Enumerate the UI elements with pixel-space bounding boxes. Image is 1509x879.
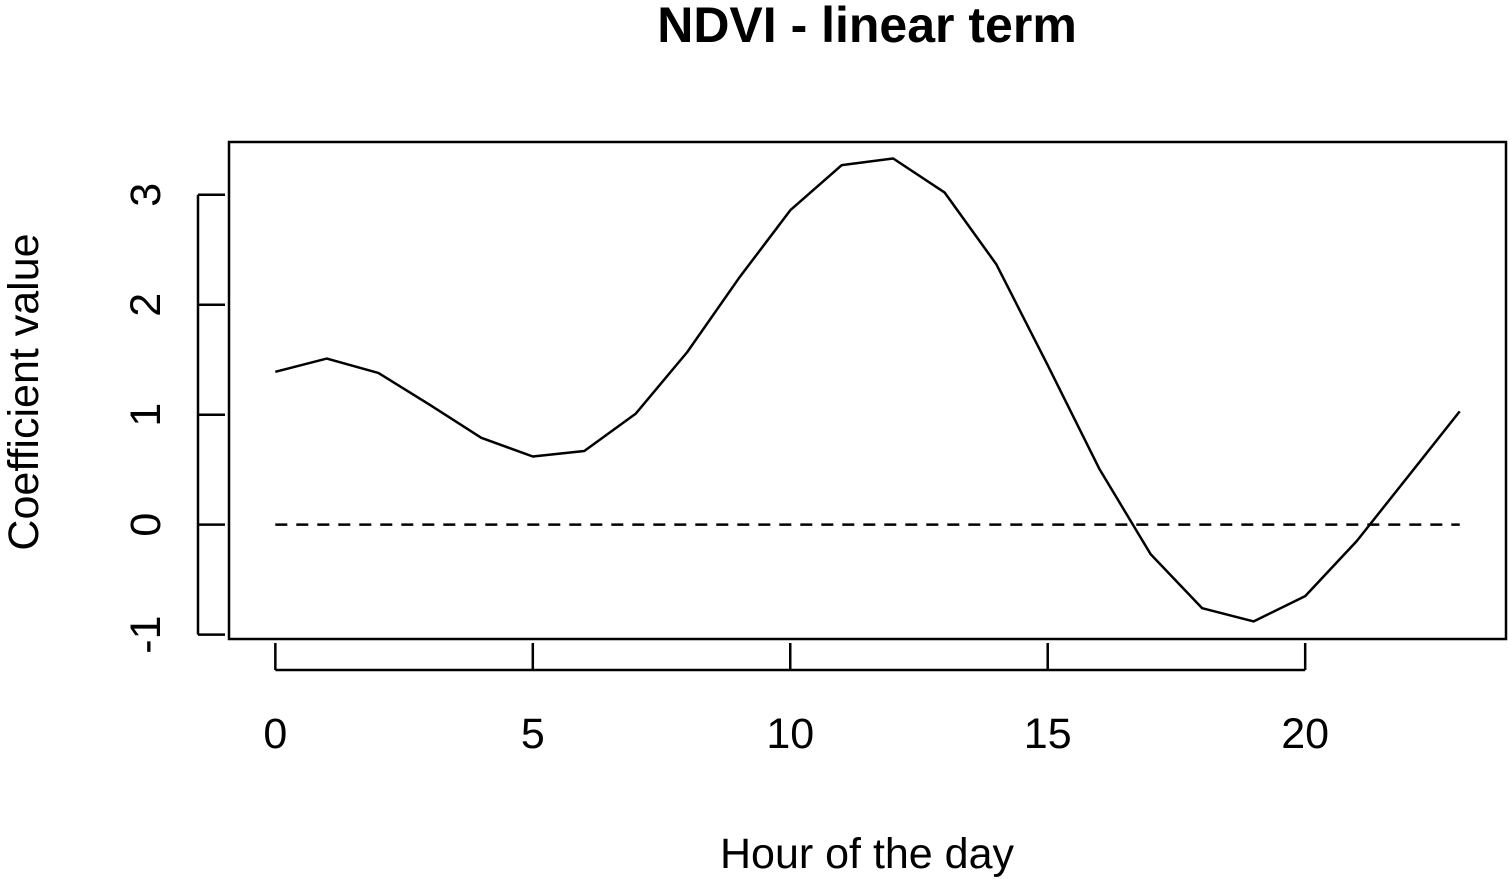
x-tick-label: 10 <box>766 710 814 758</box>
x-tick-label: 15 <box>1024 710 1072 758</box>
coefficient-line <box>274 157 1461 623</box>
x-tick-label: 20 <box>1281 710 1329 758</box>
chart-title: NDVI - linear term <box>657 0 1077 53</box>
y-tick-label: -1 <box>122 615 170 653</box>
plot-frame <box>227 140 1508 641</box>
y-tick-label: 2 <box>122 293 170 317</box>
series-layer <box>274 157 1461 623</box>
x-axis-title: Hour of the day <box>720 830 1015 878</box>
y-tick-label: 0 <box>122 513 170 537</box>
x-tick-label: 0 <box>263 710 287 758</box>
y-tick-label: 3 <box>122 183 170 207</box>
y-tick-label: 1 <box>122 403 170 427</box>
y-axis: -1 0 1 2 3 <box>122 183 225 654</box>
x-tick-label: 5 <box>521 710 545 758</box>
x-axis: 0 5 10 15 20 <box>263 643 1329 758</box>
y-axis-title: Coefficient value <box>0 233 48 550</box>
